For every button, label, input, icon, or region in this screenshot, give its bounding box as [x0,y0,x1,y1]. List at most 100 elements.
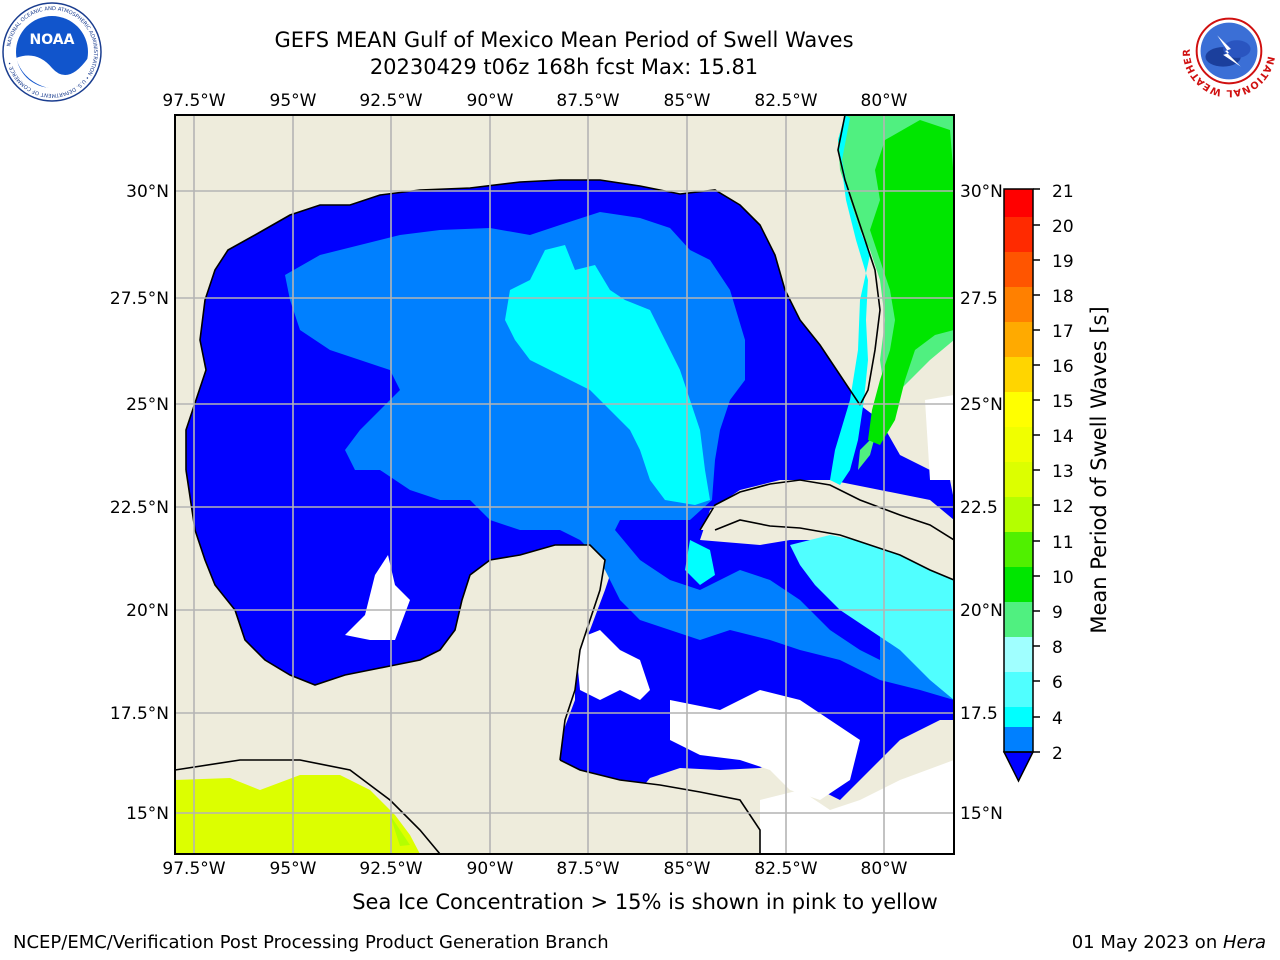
pacific-swell-yellow [175,775,420,854]
lon-label: 97.5°W [162,91,225,111]
colorbar-tick: 21 [1052,182,1074,202]
atlantic-swell-bright-green [868,120,954,445]
colorbar-segment [1004,217,1033,252]
lon-label: 80°W [861,91,908,111]
lon-label: 95°W [270,91,317,111]
chart-title: GEFS MEAN Gulf of Mexico Mean Period of … [274,28,854,52]
colorbar-segment [1004,322,1033,357]
footer-host: Hera [1222,932,1266,953]
colorbar-segment [1004,287,1033,322]
colorbar-tick: 2 [1052,744,1063,764]
nodata-patch-bay-of-campeche [345,555,410,640]
lat-label: 30°N [126,182,169,202]
lat-label: 25°N [126,395,169,415]
central-america-land [380,545,760,854]
colorbar-tick: 16 [1052,357,1074,377]
colorbar-tick: 11 [1052,533,1074,553]
footer-date-text: 01 May 2023 on [1071,932,1223,953]
lon-label: 97.5°W [162,859,225,879]
lat-label: 27.5 [960,289,998,309]
colorbar: 21 20 19 18 17 16 15 14 13 12 11 10 9 8 … [1002,182,1111,783]
footer-credit: NCEP/EMC/Verification Post Processing Pr… [13,932,609,953]
footer-date: 01 May 2023 on Hera [1072,932,1266,953]
graticule [175,115,954,854]
colorbar-tick: 10 [1052,568,1074,588]
lat-label: 30°N [960,182,1003,202]
colorbar-segment [1004,707,1033,727]
pacific-swell-green-sliver [390,815,410,846]
lon-label: 90°W [467,91,514,111]
lat-labels-right: 30°N 27.5 25°N 22.5 20°N 17.5 15°N [960,182,1003,824]
lat-label: 20°N [126,601,169,621]
colorbar-label: Mean Period of Swell Waves [s] [1087,306,1111,633]
lat-label: 27.5°N [110,289,169,309]
cuba-land [700,480,954,580]
map-frame [174,114,955,855]
colorbar-tick: 8 [1052,638,1063,658]
atlantic-swell-cyan-edge [830,115,870,485]
nodata-patch-yucatan [575,630,650,700]
colorbar-segment [1004,532,1033,567]
colorbar-tick: 14 [1052,427,1074,447]
colorbar-segment [1004,392,1033,427]
lat-label: 20°N [960,601,1003,621]
colorbar-segment [1004,462,1033,497]
nodata-patch-southeast [760,760,954,854]
lon-label: 80°W [861,859,908,879]
lat-label: 25°N [960,395,1003,415]
gulf-swell-medium [285,212,954,700]
gulf-swell-cyan-south [685,540,715,585]
lon-label: 87.5°W [556,859,619,879]
colorbar-segment [1004,727,1033,752]
lat-label: 15°N [960,804,1003,824]
colorbar-tick: 12 [1052,497,1074,517]
colorbar-tick: 18 [1052,287,1074,307]
noaa-logo-icon: NOAA NATIONAL OCEANIC AND ATMOSPHERIC AD… [2,2,102,102]
sea-ice-note: Sea Ice Concentration > 15% is shown in … [352,890,938,914]
coastlines [175,115,954,854]
lat-label: 15°N [126,804,169,824]
colorbar-segment [1004,637,1033,672]
lon-labels-top: 97.5°W 95°W 92.5°W 90°W 87.5°W 85°W 82.5… [162,91,907,111]
caribbean-swell-cyan [790,535,954,700]
lon-label: 82.5°W [754,859,817,879]
lon-label: 92.5°W [359,859,422,879]
nodata-patch-bahamas [925,395,954,480]
chart-subtitle: 20230429 t06z 168h fcst Max: 15.81 [369,55,759,79]
nodata-patch-caribbean [670,690,860,800]
colorbar-under-arrow [1002,751,1035,783]
colorbar-segment [1004,602,1033,637]
colorbar-tick: 19 [1052,252,1074,272]
colorbar-tick: 9 [1052,603,1063,623]
colorbar-tick: 13 [1052,462,1074,482]
lat-label: 22.5 [960,498,998,518]
lon-label: 95°W [270,859,317,879]
colorbar-segment [1004,672,1033,707]
colorbar-tick: 4 [1052,709,1063,729]
lon-label: 87.5°W [556,91,619,111]
lon-label: 90°W [467,859,514,879]
colorbar-segment [1004,357,1033,392]
lat-labels-left: 30°N 27.5°N 25°N 22.5°N 20°N 17.5°N 15°N [110,182,169,824]
lon-label: 85°W [664,91,711,111]
lat-label: 22.5°N [110,498,169,518]
lat-label: 17.5 [960,704,998,724]
nws-logo-icon: NATIONAL WEATHER SERVICE [1180,2,1277,98]
colorbar-tick: 6 [1052,673,1063,693]
colorbar-segment [1004,189,1033,217]
colorbar-tick: 15 [1052,392,1074,412]
lon-label: 85°W [664,859,711,879]
colorbar-tick: 20 [1052,217,1074,237]
lon-labels-bottom: 97.5°W 95°W 92.5°W 90°W 87.5°W 85°W 82.5… [162,859,907,879]
colorbar-tick: 17 [1052,322,1074,342]
lon-label: 82.5°W [754,91,817,111]
lat-label: 17.5°N [110,704,169,724]
colorbar-segment [1004,567,1033,602]
noaa-text: NOAA [30,32,75,48]
map-area [175,115,954,854]
gulf-swell-cyan [505,245,710,505]
lon-label: 92.5°W [359,91,422,111]
colorbar-segment [1004,252,1033,287]
colorbar-segment [1004,427,1033,462]
